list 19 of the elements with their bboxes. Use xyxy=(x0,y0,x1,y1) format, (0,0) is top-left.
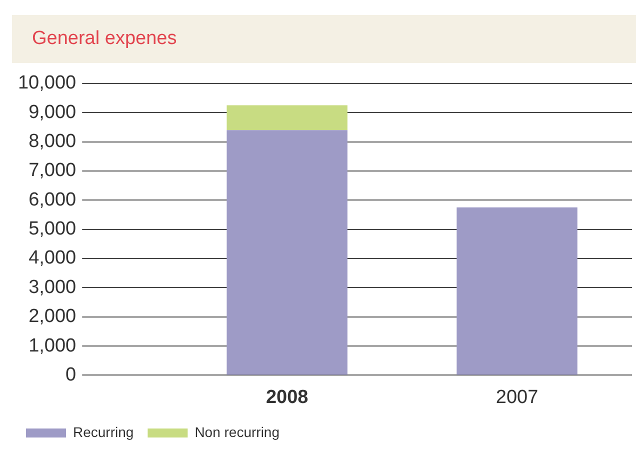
x-tick-label: 2007 xyxy=(496,386,538,408)
legend-label: Non recurring xyxy=(194,424,280,440)
y-tick-label: 6,000 xyxy=(28,189,76,210)
y-tick-label: 7,000 xyxy=(28,160,76,182)
y-tick-label: 10,000 xyxy=(18,72,76,94)
y-tick-label: 5,000 xyxy=(28,218,76,240)
bar xyxy=(226,130,348,375)
chart-title: General expenes xyxy=(32,28,177,50)
y-tick-label: 4,000 xyxy=(28,248,76,269)
legend-label: Recurring xyxy=(73,424,134,440)
x-tick-label: 2008 xyxy=(266,386,308,408)
y-tick-label: 8,000 xyxy=(28,130,76,152)
y-tick-label: 9,000 xyxy=(28,102,76,123)
y-tick-label: 1,000 xyxy=(28,335,76,356)
bar xyxy=(456,207,578,375)
y-tick-label: 3,000 xyxy=(28,276,76,298)
y-tick-label: 2,000 xyxy=(28,306,76,328)
y-tick-label: 0 xyxy=(66,364,76,386)
bar xyxy=(226,105,348,130)
